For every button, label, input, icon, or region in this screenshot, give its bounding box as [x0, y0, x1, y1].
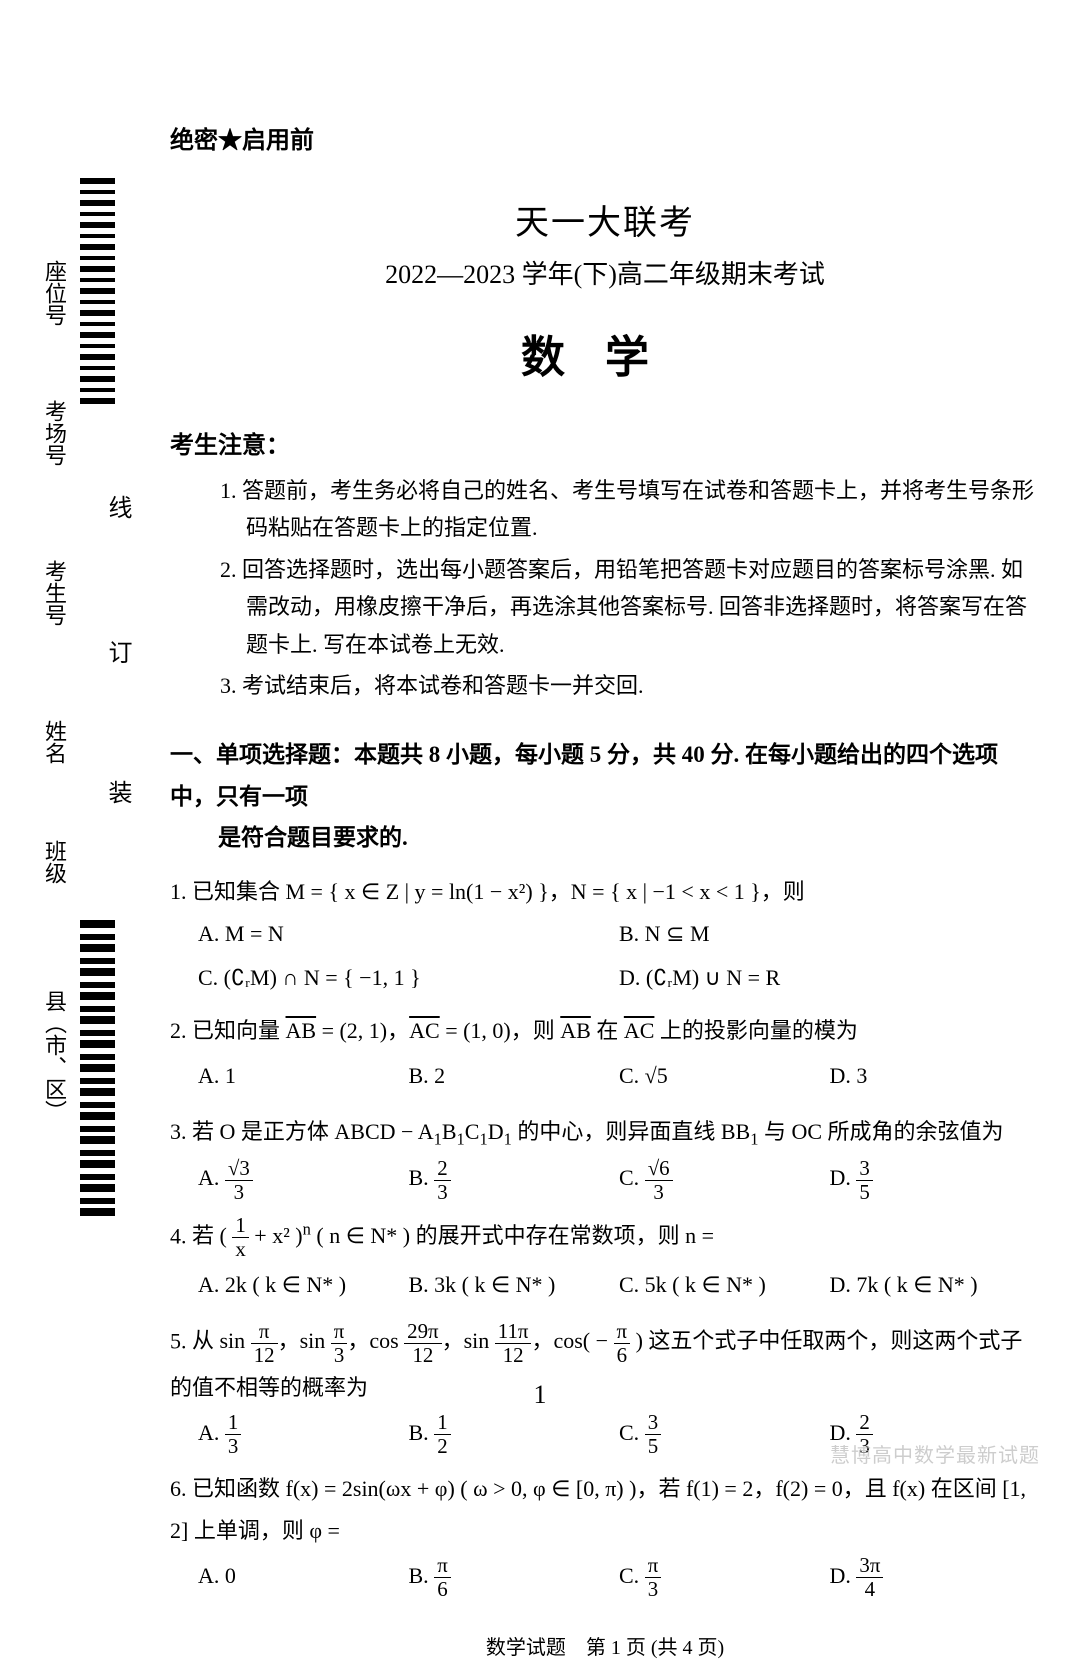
confidential-label: 绝密★启用前: [170, 120, 1040, 155]
binding-label-name: 姓名: [38, 720, 70, 764]
question-4: 4. 若 ( 1x + x² )n ( n ∈ N* ) 的展开式中存在常数项，…: [170, 1214, 1040, 1310]
q3-opt-c: C. √63: [619, 1154, 830, 1203]
fold-mark-ding: 订: [100, 640, 135, 664]
page-number: 1: [534, 1380, 547, 1410]
exam-subtitle: 2022—2023 学年(下)高二年级期末考试: [170, 254, 1040, 291]
section-1-head-line2: 是符合题目要求的.: [170, 817, 1040, 858]
q6-opt-d: D. 3π4: [830, 1552, 1041, 1601]
notice-list: 1. 答题前，考生务必将自己的姓名、考生号填写在试卷和答题卡上，并将考生号条形码…: [170, 472, 1040, 704]
q4-options: A. 2k ( k ∈ N* ) B. 3k ( k ∈ N* ) C. 5k …: [170, 1261, 1040, 1309]
question-1: 1. 已知集合 M = { x ∈ Z | y = ln(1 − x²) }，N…: [170, 871, 1040, 1001]
q4-opt-a: A. 2k ( k ∈ N* ): [198, 1261, 409, 1309]
page-footer: 数学试题 第 1 页 (共 4 页): [170, 1631, 1040, 1660]
q4-opt-c: C. 5k ( k ∈ N* ): [619, 1261, 830, 1309]
binding-column: 座位号 考场号 考生号 姓名 班级 县（市、区） 线 订 装: [0, 0, 130, 1528]
binding-label-county: 县（市、区）: [38, 990, 70, 1122]
barcode-bottom: [80, 920, 115, 1220]
q2-opt-a: A. 1: [198, 1052, 409, 1100]
section-1-head: 一、单项选择题：本题共 8 小题，每小题 5 分，共 40 分. 在每小题给出的…: [170, 734, 1040, 858]
question-2: 2. 已知向量 AB = (2, 1)，AC = (1, 0)，则 AB 在 A…: [170, 1010, 1040, 1100]
q2-stem: 2. 已知向量 AB = (2, 1)，AC = (1, 0)，则 AB 在 A…: [170, 1010, 1040, 1052]
fold-mark-zhuang: 装: [100, 780, 135, 804]
q3-opt-a: A. √33: [198, 1154, 409, 1203]
question-5: 5. 从 sin π12，sin π3，cos 29π12，sin 11π12，…: [170, 1320, 1040, 1458]
q6-stem: 6. 已知函数 f(x) = 2sin(ωx + φ) ( ω > 0, φ ∈…: [170, 1468, 1040, 1552]
q2-options: A. 1 B. 2 C. √5 D. 3: [170, 1052, 1040, 1100]
q6-opt-c: C. π3: [619, 1552, 830, 1601]
q1-options: A. M = N B. N ⊆ M C. (∁ᵣM) ∩ N = { −1, 1…: [170, 912, 1040, 1000]
watermark-right: 慧博高中数学最新试题: [830, 1439, 1040, 1468]
q6-options: A. 0 B. π6 C. π3 D. 3π4: [170, 1552, 1040, 1601]
q2-opt-b: B. 2: [409, 1052, 620, 1100]
q2-opt-c: C. √5: [619, 1052, 830, 1100]
q3-opt-d: D. 35: [830, 1154, 1041, 1203]
q6-opt-a: A. 0: [198, 1552, 409, 1601]
barcode-top: [80, 178, 115, 408]
q1-opt-a: A. M = N: [198, 912, 619, 956]
q4-opt-b: B. 3k ( k ∈ N* ): [409, 1261, 620, 1309]
section-1-head-line1: 一、单项选择题：本题共 8 小题，每小题 5 分，共 40 分. 在每小题给出的…: [170, 742, 998, 808]
question-6: 6. 已知函数 f(x) = 2sin(ωx + φ) ( ω > 0, φ ∈…: [170, 1468, 1040, 1601]
q3-stem: 3. 若 O 是正方体 ABCD − A1B1C1D1 的中心，则异面直线 BB…: [170, 1111, 1040, 1155]
q1-opt-c: C. (∁ᵣM) ∩ N = { −1, 1 }: [198, 956, 619, 1000]
notice-head: 考生注意：: [170, 425, 1040, 460]
q2-opt-d: D. 3: [830, 1052, 1041, 1100]
q5-opt-b: B. 12: [409, 1409, 620, 1458]
main-content: 绝密★启用前 天一大联考 2022—2023 学年(下)高二年级期末考试 数学 …: [170, 120, 1040, 1660]
q3-options: A. √33 B. 23 C. √63 D. 35: [170, 1154, 1040, 1203]
notice-item: 1. 答题前，考生务必将自己的姓名、考生号填写在试卷和答题卡上，并将考生号条形码…: [220, 472, 1040, 547]
q5-opt-a: A. 13: [198, 1409, 409, 1458]
binding-label-seat: 座位号: [38, 260, 70, 326]
q5-opt-c: C. 35: [619, 1409, 830, 1458]
fold-mark-line: 线: [100, 495, 135, 519]
q5-stem: 5. 从 sin π12，sin π3，cos 29π12，sin 11π12，…: [170, 1320, 1040, 1409]
q4-opt-d: D. 7k ( k ∈ N* ): [830, 1261, 1041, 1309]
subject-title: 数学: [170, 321, 1040, 385]
question-3: 3. 若 O 是正方体 ABCD − A1B1C1D1 的中心，则异面直线 BB…: [170, 1111, 1040, 1204]
notice-item: 3. 考试结束后，将本试卷和答题卡一并交回.: [220, 667, 1040, 704]
exam-page: 座位号 考场号 考生号 姓名 班级 县（市、区） 线 订 装 绝密★启用前 天一…: [0, 0, 1080, 1528]
q6-opt-b: B. π6: [409, 1552, 620, 1601]
q3-opt-b: B. 23: [409, 1154, 620, 1203]
q4-stem: 4. 若 ( 1x + x² )n ( n ∈ N* ) 的展开式中存在常数项，…: [170, 1214, 1040, 1262]
q1-opt-b: B. N ⊆ M: [619, 912, 1040, 956]
binding-label-class: 班级: [38, 840, 70, 884]
exam-title: 天一大联考: [170, 195, 1040, 244]
q1-opt-d: D. (∁ᵣM) ∪ N = R: [619, 956, 1040, 1000]
notice-item: 2. 回答选择题时，选出每小题答案后，用铅笔把答题卡对应题目的答案标号涂黑. 如…: [220, 551, 1040, 663]
binding-label-examinee: 考生号: [38, 560, 70, 626]
q1-stem: 1. 已知集合 M = { x ∈ Z | y = ln(1 − x²) }，N…: [170, 871, 1040, 913]
binding-label-room: 考场号: [38, 400, 70, 466]
